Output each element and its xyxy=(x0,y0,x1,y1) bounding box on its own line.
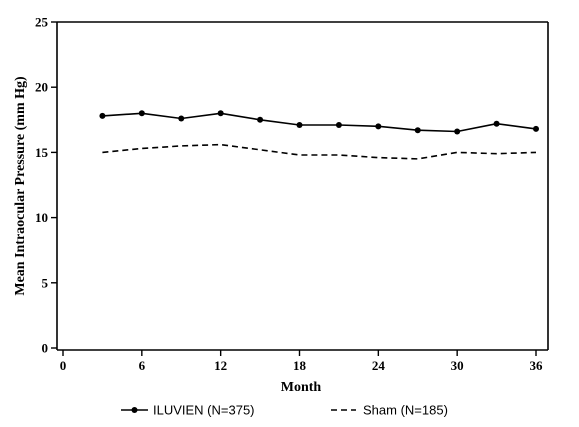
y-tick-label: 15 xyxy=(35,145,49,160)
data-point xyxy=(454,128,461,135)
series-layer xyxy=(99,110,539,160)
y-tick-label: 20 xyxy=(35,80,48,95)
axes: 0 5 10 15 20 25 0 6 12 18 24 30 36 xyxy=(35,15,549,373)
data-point xyxy=(414,127,421,134)
series-line-0 xyxy=(102,112,537,133)
data-point xyxy=(217,110,224,117)
x-axis-title: Month xyxy=(281,380,322,395)
data-point xyxy=(375,123,382,130)
legend-label: ILUVIEN (N=375) xyxy=(153,403,255,418)
data-point xyxy=(99,112,106,119)
data-point xyxy=(533,125,539,132)
data-point xyxy=(138,110,145,117)
y-tick-label: 5 xyxy=(42,275,49,290)
x-tick-label: 18 xyxy=(293,358,307,373)
y-tick-label: 25 xyxy=(35,15,49,30)
x-tick-label: 36 xyxy=(530,358,544,373)
legend-swatch-marker xyxy=(131,407,138,413)
x-tick-label: 24 xyxy=(372,358,386,373)
data-point xyxy=(296,122,303,129)
data-point xyxy=(335,122,342,129)
x-tick-label: 30 xyxy=(451,358,464,373)
data-point xyxy=(178,115,185,122)
x-tick-label: 0 xyxy=(60,358,67,373)
y-axis-title: Mean Intraocular Pressure (mm Hg) xyxy=(13,76,28,296)
series-line-1 xyxy=(102,143,537,160)
y-tick-label: 10 xyxy=(35,210,48,225)
legend: ILUVIEN (N=375) Sham (N=185) xyxy=(121,403,448,418)
x-tick-label: 12 xyxy=(214,358,227,373)
y-tick-label: 0 xyxy=(42,341,49,356)
data-point xyxy=(493,120,500,127)
legend-label: Sham (N=185) xyxy=(363,403,448,418)
data-point xyxy=(257,116,264,123)
x-tick-label: 6 xyxy=(139,358,146,373)
